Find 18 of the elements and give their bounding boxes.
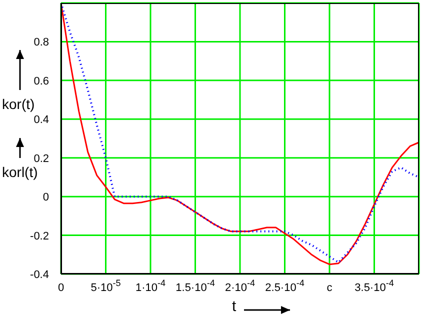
x-axis-title: t xyxy=(232,298,236,315)
x-tick-label: 1·10$^{-4}$ xyxy=(135,278,166,294)
y-tick-label: 0.8 xyxy=(34,36,49,49)
x-tick-label: 2·10$^{-4}$ xyxy=(224,278,256,294)
x-tick-label: 0 xyxy=(58,282,64,294)
x-tick-label: c xyxy=(326,282,333,294)
y-tick-label: 0.4 xyxy=(34,114,49,126)
y-axis-title: kor(t) xyxy=(2,96,35,112)
y-tick-label: 0 xyxy=(42,192,49,204)
x-tick-label: 5·10$^{-5}$ xyxy=(90,278,121,294)
x-tick-label: 1.5·10$^{-4}$ xyxy=(176,278,215,294)
y-tick-label: -0.2 xyxy=(30,230,49,242)
x-tick-label: 2.5·10$^{-4}$ xyxy=(265,278,304,294)
y-tick-label: 0.6 xyxy=(34,75,49,88)
y-tick-label: -0.4 xyxy=(30,269,49,281)
x-tick-label: 3.5·10$^{-4}$ xyxy=(354,278,394,294)
text: korl(t) xyxy=(2,164,38,180)
y-tick-label: 0.2 xyxy=(34,152,49,165)
